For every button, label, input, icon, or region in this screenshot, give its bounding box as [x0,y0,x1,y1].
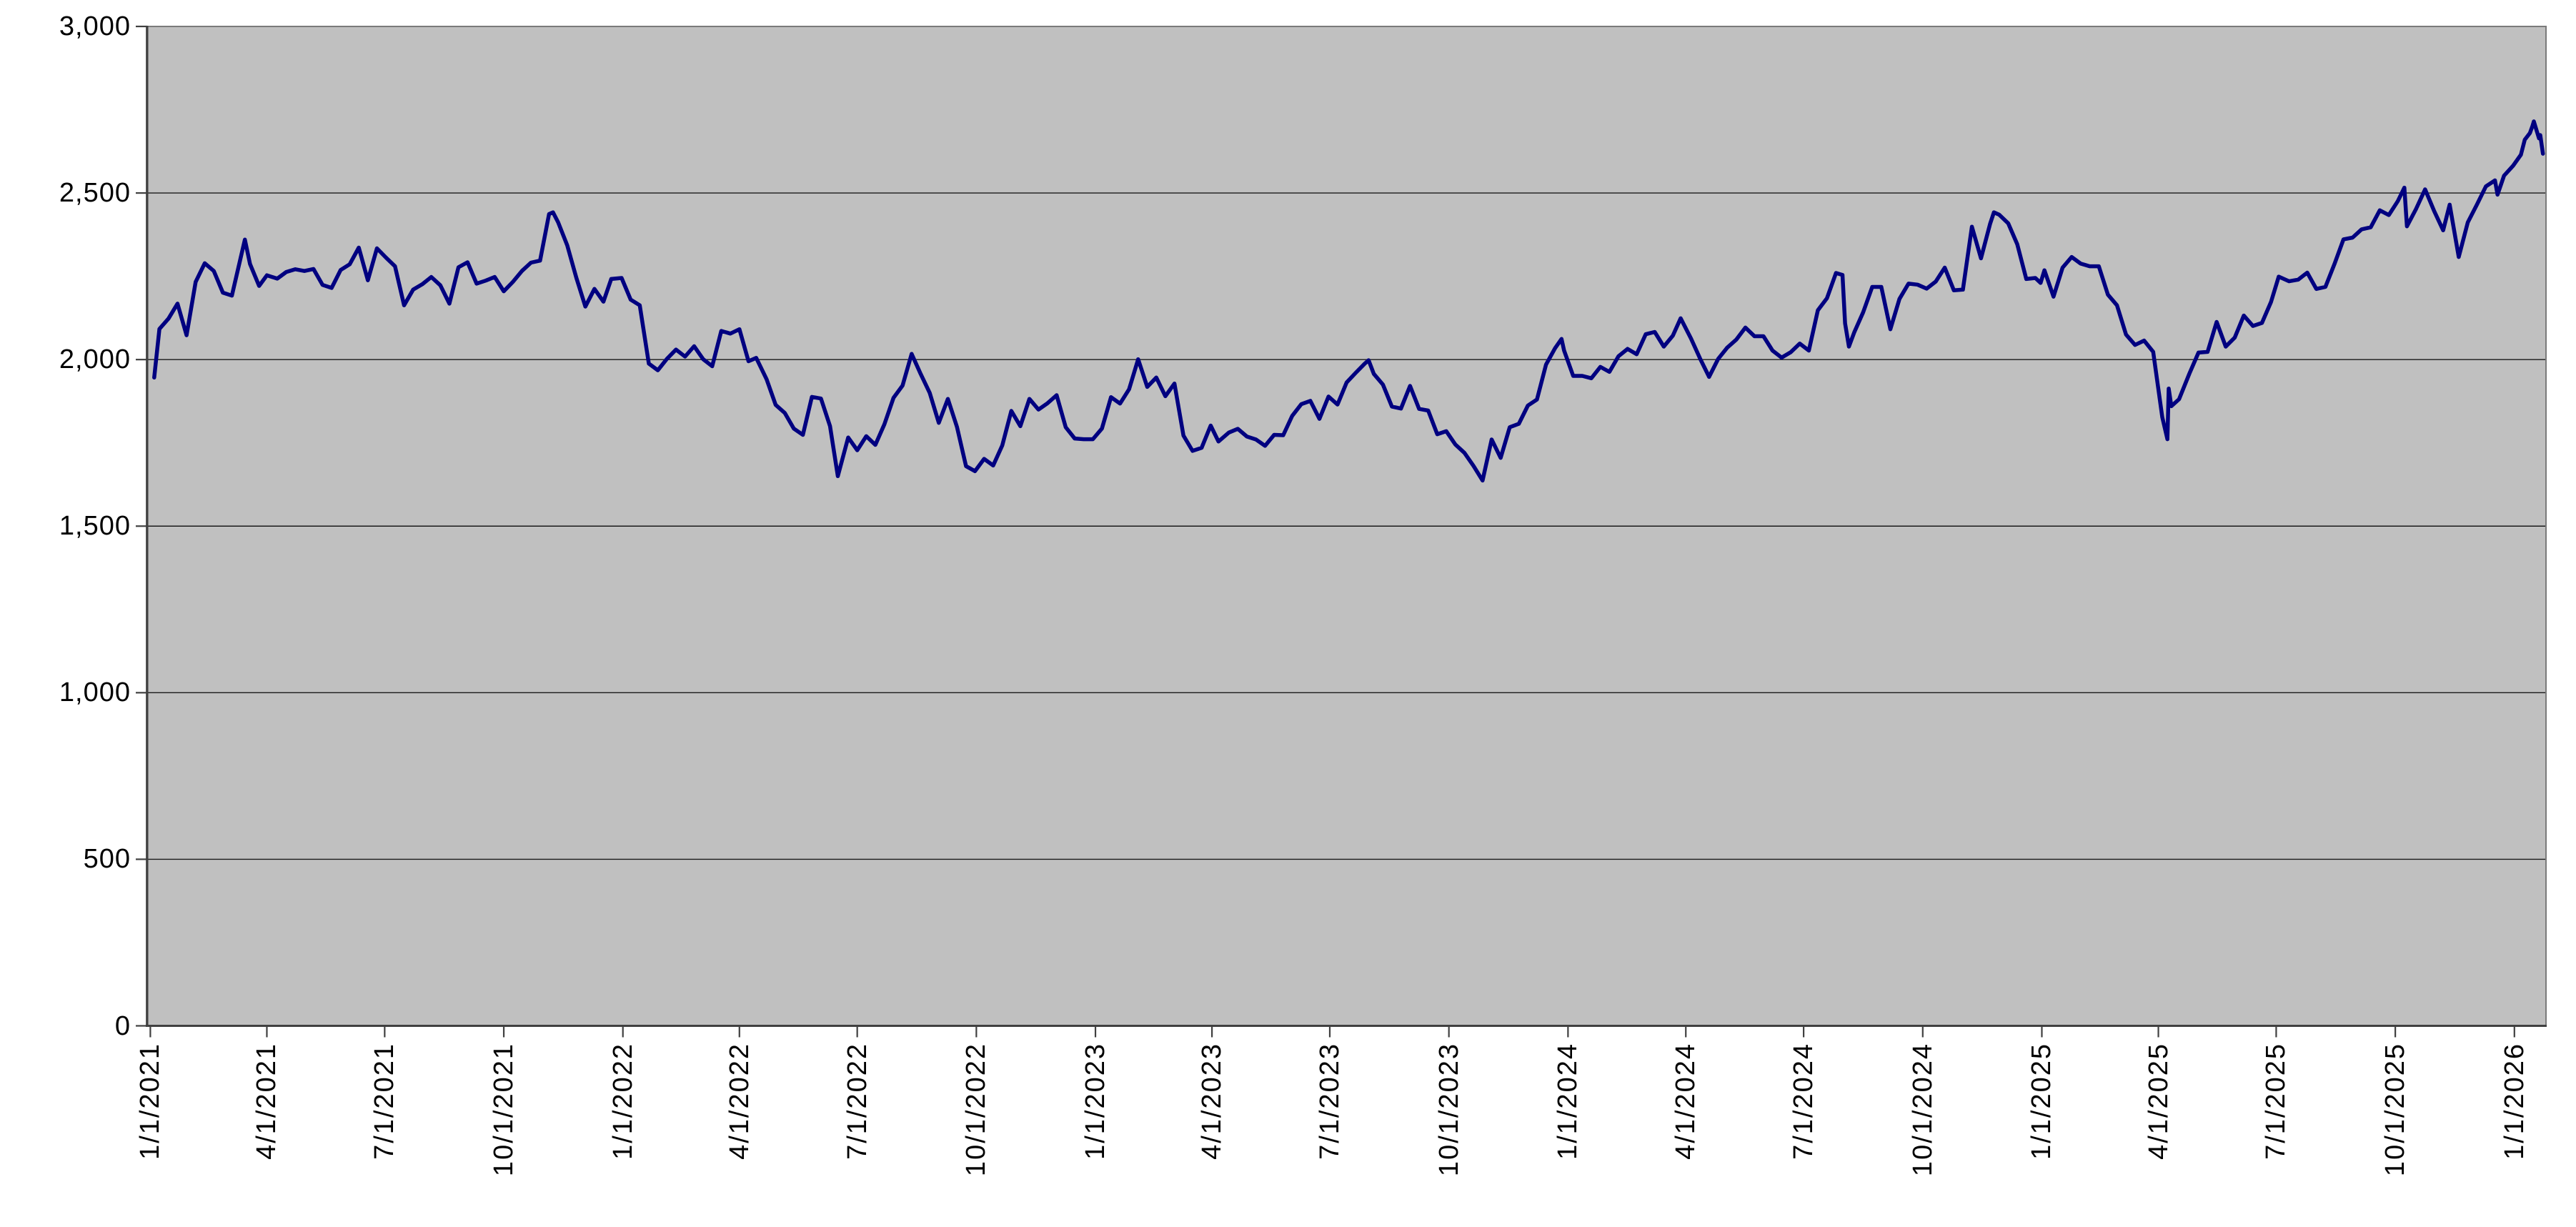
x-axis-label: 4/1/2021 [252,1043,282,1160]
x-axis-label: 7/1/2022 [842,1043,872,1160]
x-axis-label: 1/1/2022 [607,1043,638,1160]
x-axis-label: 10/1/2021 [489,1043,519,1177]
x-axis-label: 1/1/2025 [2027,1043,2057,1160]
y-axis-label: 2,500 [59,178,131,209]
x-axis-label: 4/1/2025 [2143,1043,2174,1160]
series-line [152,119,2545,483]
x-axis-label: 1/1/2021 [135,1043,166,1160]
x-axis-label: 7/1/2025 [2261,1043,2292,1160]
y-axis-label: 2,000 [59,344,131,375]
x-axis-label: 4/1/2024 [1671,1043,1701,1160]
y-axis-label: 500 [83,844,131,875]
x-axis-label: 1/1/2023 [1080,1043,1111,1160]
x-axis-label: 10/1/2023 [1433,1043,1464,1177]
x-axis-label: 10/1/2024 [1907,1043,1938,1177]
x-axis-label: 4/1/2022 [724,1043,755,1160]
x-axis-label: 10/1/2025 [2380,1043,2411,1177]
x-axis-label: 1/1/2024 [1553,1043,1583,1160]
x-axis-label: 7/1/2023 [1314,1043,1345,1160]
y-axis-label: 3,000 [59,11,131,41]
y-axis-label: 1,000 [59,677,131,708]
x-axis-label: 1/1/2026 [2499,1043,2530,1160]
x-axis-label: 4/1/2023 [1197,1043,1228,1160]
x-axis-label: 10/1/2022 [961,1043,992,1177]
x-axis-label: 7/1/2024 [1789,1043,1819,1160]
x-axis-label: 7/1/2021 [369,1043,400,1160]
y-axis-label: 0 [114,1010,131,1041]
y-axis-label: 1,500 [59,511,131,542]
